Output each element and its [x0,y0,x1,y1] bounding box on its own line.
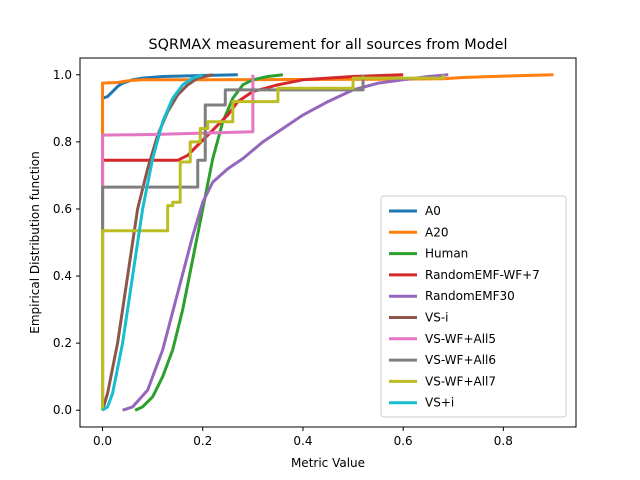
series-line-2 [134,73,284,412]
x-tick-label: 0.6 [394,434,413,448]
y-tick-label: 0.2 [53,336,72,350]
legend-label: VS-WF+All5 [425,332,496,346]
series-layer [101,73,554,412]
series-line-9 [101,73,204,412]
legend: A0 A20 Human RandomEMF-WF+7 RandomEMF30 VS-i V… [380,195,567,418]
chart-title: SQRMAX measurement for all sources from … [148,37,507,53]
y-axis-label: Empirical Distribution function [28,151,42,333]
x-tick-label: 0.2 [193,434,212,448]
legend-label: VS-i [425,311,449,325]
legend-label: VS-WF+All7 [425,374,496,388]
legend-label: A0 [425,204,441,218]
legend-label: A20 [425,225,448,239]
series-line-4 [122,73,449,412]
x-tick-label: 0.0 [93,434,112,448]
y-tick-label: 1.0 [53,68,72,82]
y-tick-label: 0.8 [53,135,72,149]
plot-frame [79,57,577,428]
series-line-8 [101,74,445,411]
y-tick-label: 0.0 [53,403,72,417]
legend-label: RandomEMF-WF+7 [425,268,540,282]
y-tick-label: 0.4 [53,269,72,283]
legend-label: RandomEMF30 [425,289,515,303]
series-line-1 [101,73,554,411]
series-line-3 [101,73,404,411]
y-axis: 0.0 0.2 0.4 0.6 0.8 1.0 [53,68,80,417]
y-tick-label: 0.6 [53,202,72,216]
x-tick-label: 0.4 [293,434,312,448]
legend-box [380,195,567,418]
series-line-6 [101,74,255,411]
x-axis-label: Metric Value [291,456,365,470]
legend-label: VS+i [425,396,454,410]
series-line-5 [101,73,214,411]
legend-label: VS-WF+All6 [425,353,496,367]
legend-label: Human [425,247,468,261]
x-axis: 0.0 0.2 0.4 0.6 0.8 [93,427,513,448]
series-line-7 [101,74,365,411]
x-tick-label: 0.8 [494,434,513,448]
